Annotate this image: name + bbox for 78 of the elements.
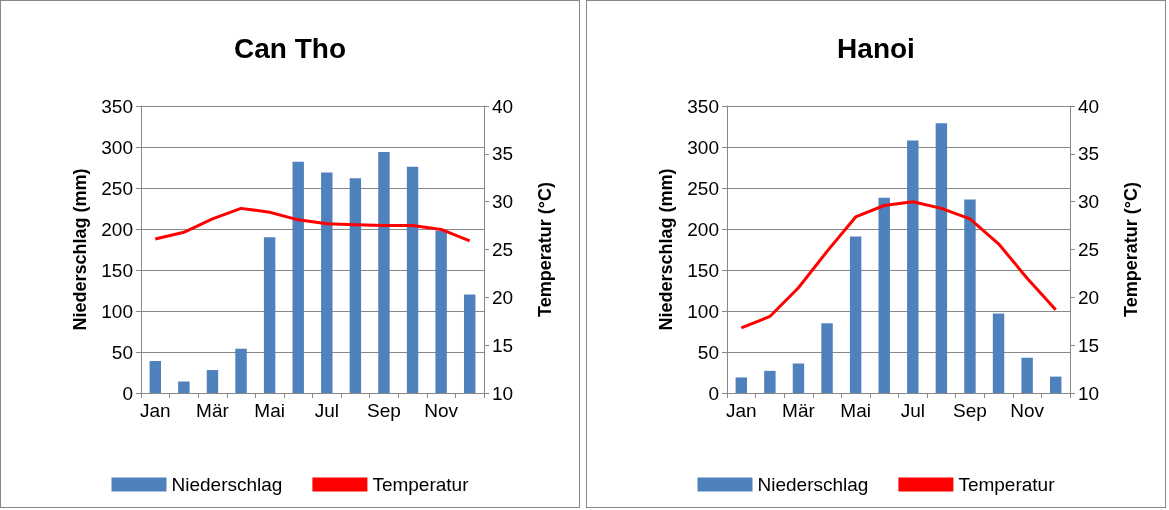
y2-tick-label: 15 bbox=[1078, 334, 1100, 356]
y-tick-label: 100 bbox=[101, 300, 133, 322]
x-tick-label: Nov bbox=[1010, 400, 1045, 421]
bar bbox=[378, 151, 390, 393]
y-tick-label: 250 bbox=[687, 177, 719, 199]
x-tick-label: Sep bbox=[367, 400, 401, 421]
bar bbox=[435, 230, 447, 393]
y2-axis-title: Temperatur (°C) bbox=[1121, 182, 1141, 317]
y-tick-label: 0 bbox=[122, 382, 133, 404]
bar bbox=[349, 178, 362, 393]
x-tick-label: Mär bbox=[782, 400, 816, 421]
legend-label: Temperatur bbox=[372, 474, 470, 495]
x-tick-label: Mai bbox=[840, 400, 871, 421]
bar bbox=[1021, 357, 1033, 393]
x-tick-label: Jan bbox=[725, 400, 757, 421]
line-series bbox=[153, 206, 472, 243]
x-tick-label: Jul bbox=[900, 400, 925, 421]
bar bbox=[1049, 376, 1062, 393]
y-tick-label: 350 bbox=[687, 95, 719, 117]
bar bbox=[292, 161, 304, 393]
x-tick-label: Mär bbox=[196, 400, 230, 421]
bar bbox=[849, 236, 862, 393]
line-series bbox=[739, 200, 1058, 330]
x-tick-label: Jan bbox=[139, 400, 171, 421]
y-tick-label: 150 bbox=[101, 259, 133, 281]
bar bbox=[735, 377, 748, 393]
x-tick-label: Nov bbox=[424, 400, 459, 421]
y-axis-title: Niederschlag (mm) bbox=[70, 168, 90, 331]
y2-tick-label: 40 bbox=[492, 95, 514, 117]
bar bbox=[992, 313, 1005, 393]
y-tick-label: 150 bbox=[687, 259, 719, 281]
y2-tick-label: 10 bbox=[492, 382, 514, 404]
bar bbox=[406, 166, 419, 393]
bar bbox=[907, 140, 919, 393]
x-tick-label: Mai bbox=[254, 400, 285, 421]
bar bbox=[964, 199, 976, 393]
y2-tick-label: 35 bbox=[492, 143, 514, 165]
legend-label: Niederschlag bbox=[757, 474, 869, 495]
bar bbox=[263, 237, 276, 393]
y-tick-label: 300 bbox=[101, 136, 133, 158]
y-tick-label: 300 bbox=[687, 136, 719, 158]
y2-tick-label: 20 bbox=[492, 286, 514, 308]
y-tick-label: 350 bbox=[101, 95, 133, 117]
bar bbox=[764, 370, 776, 393]
x-tick-label: Jul bbox=[314, 400, 339, 421]
bar bbox=[878, 197, 890, 393]
y2-tick-label: 40 bbox=[1078, 95, 1100, 117]
y-tick-label: 0 bbox=[708, 382, 719, 404]
y2-tick-label: 30 bbox=[1078, 191, 1100, 213]
bar bbox=[321, 172, 333, 393]
y2-tick-label: 25 bbox=[1078, 239, 1100, 260]
y-tick-label: 200 bbox=[687, 218, 719, 240]
bar bbox=[235, 348, 247, 393]
y2-tick-label: 20 bbox=[1078, 286, 1100, 308]
y-tick-label: 200 bbox=[101, 218, 133, 240]
y-tick-label: 100 bbox=[687, 300, 719, 322]
y2-tick-label: 10 bbox=[1078, 382, 1100, 404]
y2-tick-label: 15 bbox=[492, 334, 514, 356]
y2-tick-label: 35 bbox=[1078, 143, 1100, 165]
y2-tick-label: 30 bbox=[492, 191, 514, 213]
bar bbox=[206, 370, 219, 393]
y-axis-title: Niederschlag (mm) bbox=[656, 168, 676, 331]
bar bbox=[935, 123, 948, 393]
y-tick-label: 50 bbox=[697, 341, 719, 363]
chart-title: Hanoi bbox=[837, 32, 915, 64]
bar bbox=[792, 363, 805, 393]
bar bbox=[821, 323, 833, 393]
y2-axis-title: Temperatur (°C) bbox=[535, 182, 555, 317]
legend-label: Niederschlag bbox=[171, 474, 283, 495]
x-tick-label: Sep bbox=[953, 400, 987, 421]
y-tick-label: 50 bbox=[111, 341, 133, 363]
legend-label: Temperatur bbox=[958, 474, 1056, 495]
chart-title: Can Tho bbox=[234, 32, 346, 64]
bar bbox=[149, 361, 162, 393]
bar bbox=[178, 381, 190, 393]
y2-tick-label: 25 bbox=[492, 239, 514, 260]
y-tick-label: 250 bbox=[101, 177, 133, 199]
bar bbox=[463, 294, 476, 393]
